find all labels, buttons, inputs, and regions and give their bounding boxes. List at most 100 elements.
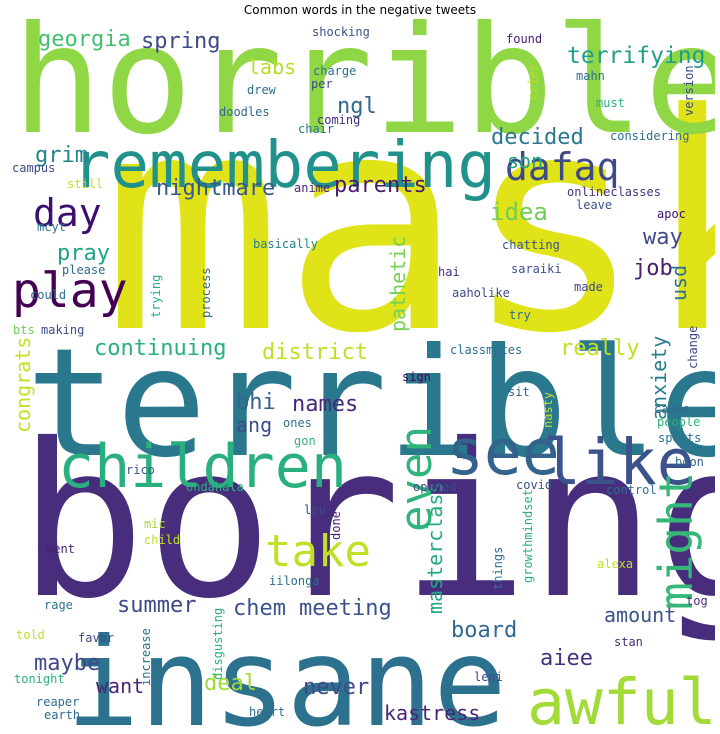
word-terrible: terrible: [26, 317, 715, 491]
word-masterclass: masterclass: [423, 482, 447, 614]
word-awful: awful: [527, 666, 715, 728]
word-trying: trying: [149, 275, 163, 318]
word-went: went: [46, 542, 75, 556]
word-decided: decided: [491, 125, 584, 150]
word-terrifying: terrifying: [567, 43, 705, 69]
word-district: district: [262, 340, 368, 365]
word-reaper: reaper: [36, 695, 79, 709]
word-aiee: aiee: [540, 646, 593, 671]
word-even: even: [391, 426, 442, 532]
word-basically: basically: [253, 237, 318, 251]
word-children: children: [58, 432, 347, 502]
word-son: son: [507, 149, 543, 173]
word-favor: favor: [78, 631, 114, 645]
word-boon: boon: [675, 455, 704, 469]
word-bts: bts: [13, 323, 35, 337]
word-campus: campus: [12, 161, 55, 175]
word-covid: covid: [516, 478, 552, 492]
word-leave: leave: [576, 198, 612, 212]
word-gon: gon: [294, 434, 316, 448]
word-labs: labs: [248, 55, 296, 79]
word-classmates: classmates: [450, 343, 522, 357]
word-drew: drew: [247, 83, 277, 97]
word-try: try: [509, 308, 531, 322]
word-idea: idea: [490, 198, 548, 226]
word-bhi: bhi: [236, 390, 276, 415]
word-play: play: [12, 263, 128, 319]
word-really: really: [560, 336, 639, 361]
word-disgusting: disgusting: [211, 608, 225, 680]
word-people: people: [657, 415, 700, 429]
word-aaholike: aaholike: [452, 286, 510, 300]
word-nightmare: nightmare: [156, 176, 275, 201]
word-shocking: shocking: [312, 25, 370, 39]
word-please: please: [62, 263, 105, 277]
word-saraiki: saraiki: [511, 262, 562, 276]
word-sign: sign: [402, 370, 431, 384]
word-want: want: [96, 674, 144, 698]
word-mahn: mahn: [576, 69, 605, 83]
word-job: job: [633, 256, 673, 281]
word-georgia: georgia: [38, 27, 131, 52]
word-apoc: apoc: [657, 207, 686, 221]
word-take: take: [265, 526, 371, 577]
word-never: never: [303, 675, 369, 700]
word-doodles: doodles: [219, 105, 270, 119]
word-mic: mic: [144, 517, 166, 531]
word-stan: stan: [614, 635, 643, 649]
word-deal: deal: [204, 671, 257, 696]
word-hai: hai: [438, 265, 460, 279]
word-dafaq: dafaq: [505, 145, 619, 189]
word-leni: leni: [474, 670, 503, 684]
word-ones: ones: [283, 416, 312, 430]
word-amount: amount: [604, 603, 676, 627]
word-might: might: [649, 472, 703, 610]
word-charge: charge: [313, 64, 356, 78]
word-maybe: maybe: [34, 651, 100, 676]
word-day: day: [33, 191, 102, 235]
word-rico: rico: [126, 463, 155, 477]
word-mask: mask: [102, 50, 715, 399]
word-spring: spring: [141, 29, 220, 54]
word-see: see: [446, 416, 560, 489]
word-chem: chem: [233, 596, 286, 621]
word-boring: boring: [18, 398, 715, 645]
word-considering: considering: [610, 129, 689, 143]
word-anxiety: anxiety: [647, 336, 671, 420]
word-must: must: [596, 96, 625, 110]
word-opened: opened: [413, 480, 456, 494]
word-sit: sit: [508, 385, 530, 399]
word-cause: cause: [654, 402, 690, 416]
word-cloud: maskboringterrible horrible insane remember…: [6, 19, 715, 728]
word-meeting: meeting: [299, 596, 392, 621]
word-ang: ang: [236, 413, 272, 437]
word-kastress: kastress: [384, 701, 480, 725]
word-continuing: continuing: [94, 336, 226, 361]
word-horrible: horrible: [12, 19, 715, 168]
word-chair: chair: [298, 122, 334, 136]
word-anime: anime: [294, 181, 330, 195]
word-mcyt: mcyt: [37, 220, 66, 234]
word-chatting: chatting: [502, 238, 560, 252]
word-tonight: tonight: [14, 672, 65, 686]
word-ondahala: ondahala: [186, 480, 244, 494]
word-usd: usd: [667, 265, 691, 301]
word-process: process: [199, 267, 213, 318]
word-could: could: [30, 288, 66, 302]
word-insane: insane: [66, 612, 507, 728]
word-growthmindset: growthmindset: [521, 489, 535, 583]
word-alexa: alexa: [597, 557, 633, 571]
word-earth: earth: [44, 708, 80, 722]
word-ngl: ngl: [337, 94, 377, 119]
word-like: like: [543, 426, 695, 499]
word-iilonga: iilonga: [269, 574, 320, 588]
word-change: change: [686, 326, 700, 369]
word-remembering: remembering: [72, 129, 496, 203]
word-things: things: [491, 547, 505, 590]
word-cloud-canvas: maskboringterrible horrible insane remember…: [11, 19, 715, 728]
word-way: way: [643, 225, 683, 250]
word-cries: cries: [526, 64, 540, 100]
word-heart: heart: [249, 705, 285, 719]
chart-title: Common words in the negative tweets: [243, 3, 477, 17]
word-pray: pray: [57, 241, 110, 266]
